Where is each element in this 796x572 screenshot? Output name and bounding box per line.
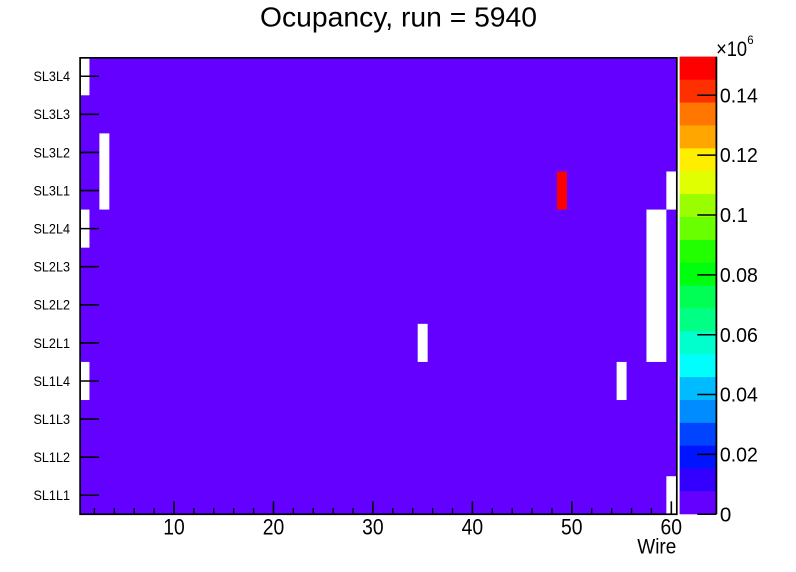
svg-text:10: 10 [163,515,185,540]
svg-text:SL2L3: SL2L3 [34,260,71,276]
svg-text:SL2L4: SL2L4 [34,222,71,238]
svg-text:0.06: 0.06 [720,324,758,347]
svg-text:SL1L2: SL1L2 [34,450,71,466]
svg-text:0.04: 0.04 [720,384,758,407]
svg-text:0.08: 0.08 [720,264,758,287]
svg-text:0: 0 [720,503,731,526]
svg-text:6: 6 [747,35,753,47]
svg-text:SL1L3: SL1L3 [34,412,71,428]
svg-text:0.14: 0.14 [720,84,758,107]
svg-text:SL3L3: SL3L3 [34,107,71,123]
svg-text:Wire: Wire [637,536,676,559]
svg-text:Ocupancy, run = 5940: Ocupancy, run = 5940 [260,2,537,33]
svg-text:SL1L1: SL1L1 [34,488,71,504]
svg-text:60: 60 [661,515,683,540]
svg-text:0.1: 0.1 [720,204,748,227]
svg-text:SL2L1: SL2L1 [34,336,71,352]
svg-text:×10: ×10 [716,37,747,61]
svg-text:0.12: 0.12 [720,144,758,167]
svg-text:SL3L2: SL3L2 [34,145,71,161]
svg-text:SL2L2: SL2L2 [34,298,71,314]
svg-text:SL1L4: SL1L4 [34,374,71,390]
svg-text:SL3L4: SL3L4 [34,69,71,85]
svg-text:50: 50 [561,515,583,540]
svg-text:40: 40 [462,515,484,540]
svg-text:0.02: 0.02 [720,444,758,467]
svg-text:30: 30 [362,515,384,540]
svg-text:SL3L1: SL3L1 [34,183,71,199]
svg-text:20: 20 [263,515,285,540]
